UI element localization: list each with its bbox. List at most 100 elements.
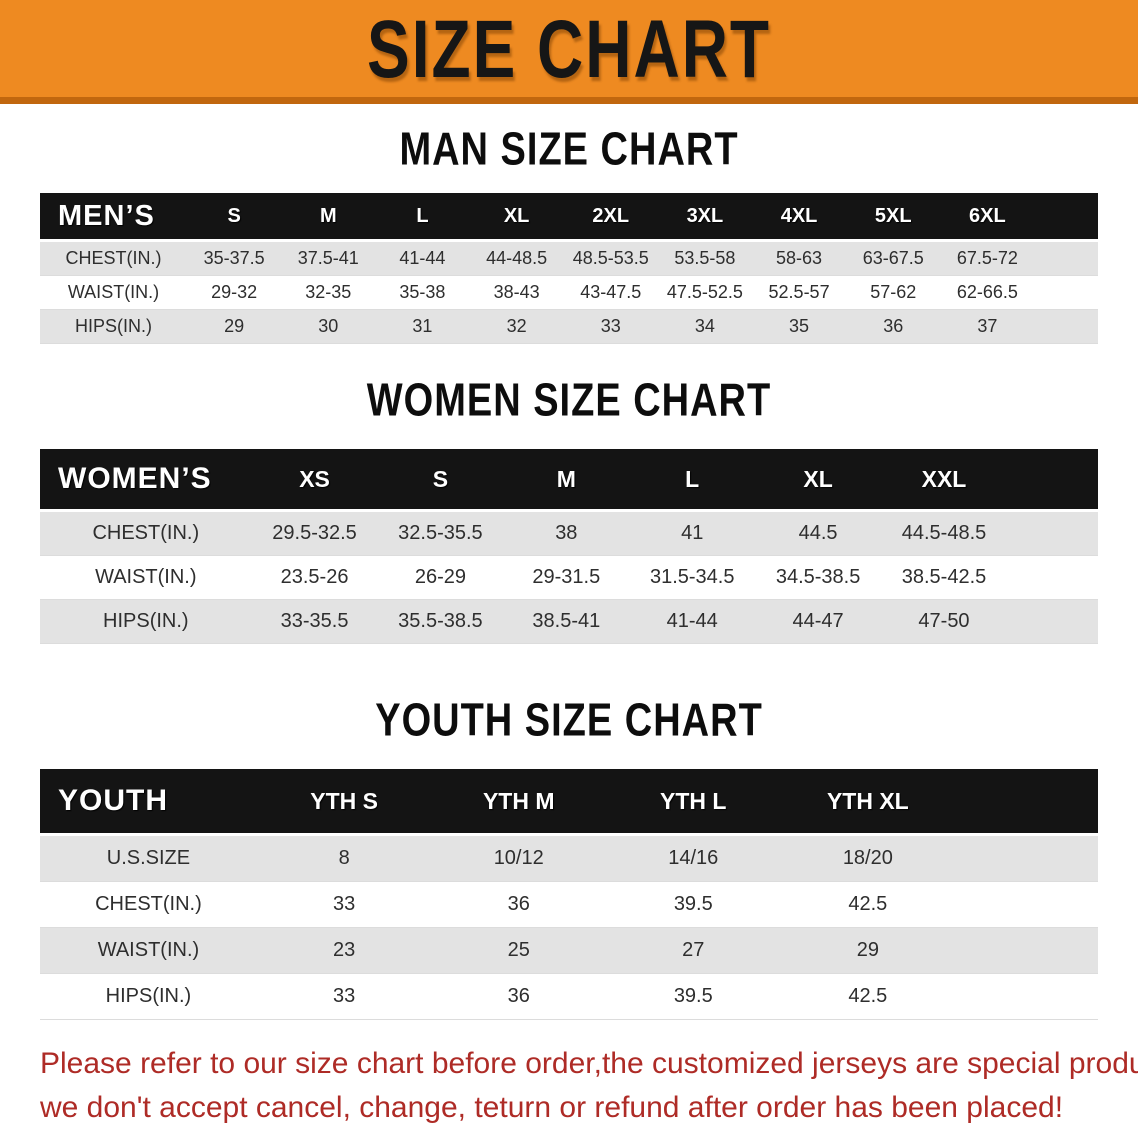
disclaimer-line-1: Please refer to our size chart before or… bbox=[40, 1047, 1138, 1080]
column-header: S bbox=[432, 465, 449, 492]
cell-spacer bbox=[955, 928, 1098, 974]
womens-header-row: WOMEN’S XS S M L XL XXL bbox=[40, 449, 1098, 511]
column-header: 3XL bbox=[686, 204, 724, 227]
cell: 39.5 bbox=[673, 985, 713, 1007]
header-spacer bbox=[955, 769, 1098, 835]
cell: 41 bbox=[681, 522, 704, 544]
cell: 29 bbox=[224, 316, 245, 336]
column-header: XXL bbox=[921, 465, 967, 492]
column-header: L bbox=[416, 204, 429, 227]
cell: 36 bbox=[883, 316, 904, 336]
cell: 14/16 bbox=[668, 847, 719, 869]
column-header: M bbox=[319, 204, 337, 227]
mens-header-row: MEN’S S M L XL 2XL 3XL 4XL 5XL 6XL bbox=[40, 193, 1098, 241]
table-row: WAIST(IN.) 29-32 32-35 35-38 38-43 43-47… bbox=[40, 275, 1098, 310]
cell: 8 bbox=[338, 847, 350, 869]
cell: 32-35 bbox=[305, 282, 352, 302]
cell: 30 bbox=[318, 316, 339, 336]
banner-title: SIZE CHART bbox=[367, 2, 771, 95]
row-label: CHEST(IN.) bbox=[92, 522, 200, 544]
cell: 35.5-38.5 bbox=[398, 610, 483, 632]
table-row: U.S.SIZE 8 10/12 14/16 18/20 bbox=[40, 834, 1098, 882]
cell: 10/12 bbox=[493, 847, 544, 869]
row-label: HIPS(IN.) bbox=[75, 316, 153, 336]
table-row: HIPS(IN.) 29 30 31 32 33 34 35 36 37 bbox=[40, 309, 1098, 344]
cell-spacer bbox=[1007, 511, 1098, 556]
cell: 44-48.5 bbox=[486, 248, 548, 268]
cell: 36 bbox=[507, 985, 530, 1007]
column-header: 5XL bbox=[874, 204, 912, 227]
row-label: WAIST(IN.) bbox=[67, 282, 160, 302]
cell: 57-62 bbox=[870, 282, 917, 302]
cell: 33-35.5 bbox=[280, 610, 349, 632]
table-row: WAIST(IN.) 23.5-26 26-29 29-31.5 31.5-34… bbox=[40, 555, 1098, 600]
column-header: XS bbox=[299, 465, 330, 492]
cell: 37 bbox=[977, 316, 998, 336]
cell-spacer bbox=[1034, 310, 1098, 344]
cell: 39.5 bbox=[673, 893, 713, 915]
row-label: HIPS(IN.) bbox=[105, 985, 192, 1007]
cell-spacer bbox=[1007, 556, 1098, 600]
cell: 29.5-32.5 bbox=[272, 522, 357, 544]
cell: 29-32 bbox=[211, 282, 258, 302]
table-row: CHEST(IN.) 29.5-32.5 32.5-35.5 38 41 44.… bbox=[40, 510, 1098, 556]
column-header: XL bbox=[803, 465, 833, 492]
column-header: YTH XL bbox=[826, 787, 909, 814]
cell-spacer bbox=[1034, 241, 1098, 276]
cell: 18/20 bbox=[842, 847, 893, 869]
cell: 32 bbox=[506, 316, 527, 336]
cell: 58-63 bbox=[776, 248, 823, 268]
cell: 33 bbox=[333, 985, 356, 1007]
cell: 33 bbox=[333, 893, 356, 915]
cell: 25 bbox=[507, 939, 530, 961]
women-section-heading: WOMEN SIZE CHART bbox=[366, 375, 772, 427]
cell: 41-44 bbox=[399, 248, 446, 268]
size-chart-banner: SIZE CHART bbox=[0, 0, 1138, 104]
cell: 38.5-41 bbox=[532, 610, 601, 632]
cell: 31 bbox=[412, 316, 433, 336]
column-header: 4XL bbox=[780, 204, 818, 227]
youth-section-heading: YOUTH SIZE CHART bbox=[375, 695, 763, 747]
cell: 29 bbox=[856, 939, 879, 961]
cell: 44.5-48.5 bbox=[901, 522, 987, 544]
disclaimer-line-2: we don't accept cancel, change, teturn o… bbox=[40, 1091, 1064, 1124]
youth-size-table: YOUTH YTH S YTH M YTH L YTH XL U.S.SIZE … bbox=[40, 769, 1098, 1020]
mens-size-table: MEN’S S M L XL 2XL 3XL 4XL 5XL 6XL CHEST… bbox=[40, 193, 1098, 344]
cell: 26-29 bbox=[414, 566, 466, 588]
cell-spacer bbox=[1034, 276, 1098, 310]
disclaimer-note: Please refer to our size chart before or… bbox=[40, 1042, 1138, 1130]
cell: 36 bbox=[507, 893, 530, 915]
column-header: S bbox=[227, 204, 241, 227]
womens-size-table: WOMEN’S XS S M L XL XXL CHEST(IN.) 29.5-… bbox=[40, 449, 1098, 644]
table-row: CHEST(IN.) 35-37.5 37.5-41 41-44 44-48.5… bbox=[40, 240, 1098, 276]
cell: 43-47.5 bbox=[580, 282, 642, 302]
cell: 38.5-42.5 bbox=[901, 566, 987, 588]
row-label: CHEST(IN.) bbox=[65, 248, 162, 268]
table-row: WAIST(IN.) 23 25 27 29 bbox=[40, 927, 1098, 974]
cell-spacer bbox=[955, 835, 1098, 882]
cell: 44.5 bbox=[798, 522, 838, 544]
cell: 34.5-38.5 bbox=[775, 566, 861, 588]
cell-spacer bbox=[1007, 600, 1098, 644]
table-row: HIPS(IN.) 33 36 39.5 42.5 bbox=[40, 973, 1098, 1020]
cell: 62-66.5 bbox=[956, 282, 1018, 302]
cell: 52.5-57 bbox=[768, 282, 830, 302]
cell: 44-47 bbox=[792, 610, 844, 632]
cell: 38 bbox=[555, 522, 578, 544]
cell: 23 bbox=[333, 939, 356, 961]
cell: 23.5-26 bbox=[280, 566, 349, 588]
cell: 63-67.5 bbox=[862, 248, 924, 268]
row-label: HIPS(IN.) bbox=[103, 610, 189, 632]
table-row: HIPS(IN.) 33-35.5 35.5-38.5 38.5-41 41-4… bbox=[40, 599, 1098, 644]
cell: 35 bbox=[789, 316, 810, 336]
column-header: XL bbox=[503, 204, 530, 227]
table-row: CHEST(IN.) 33 36 39.5 42.5 bbox=[40, 881, 1098, 928]
cell: 42.5 bbox=[848, 985, 888, 1007]
row-label: CHEST(IN.) bbox=[95, 893, 202, 915]
cell: 29-31.5 bbox=[532, 566, 601, 588]
cell: 35-37.5 bbox=[203, 248, 265, 268]
cell: 41-44 bbox=[666, 610, 718, 632]
cell: 34 bbox=[694, 316, 715, 336]
cell: 35-38 bbox=[399, 282, 446, 302]
row-label: U.S.SIZE bbox=[106, 847, 191, 869]
